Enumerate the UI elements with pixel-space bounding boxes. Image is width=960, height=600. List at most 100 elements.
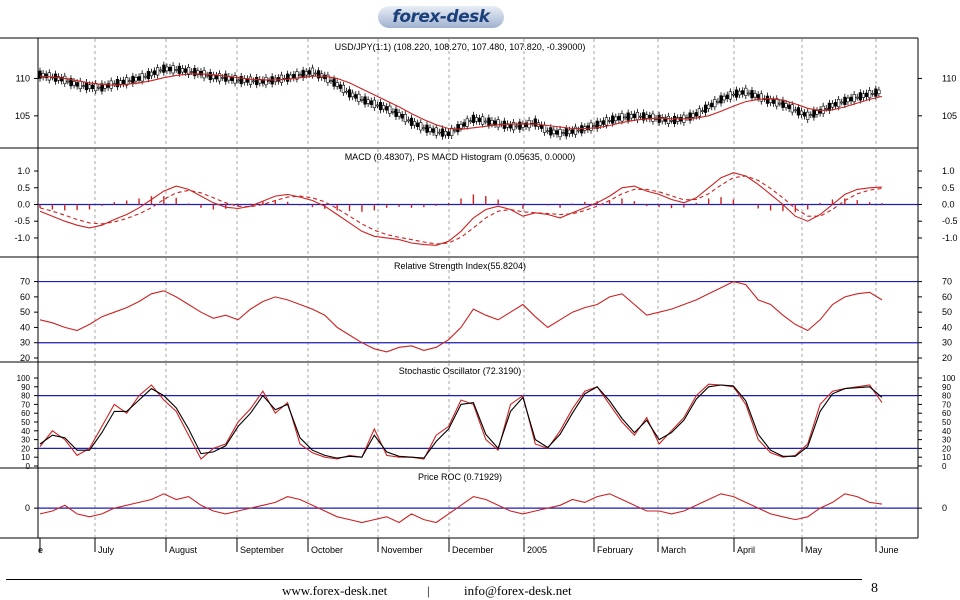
candle-body (434, 127, 438, 136)
y-tick-label: 1.0 (17, 166, 30, 176)
y-tick-label: 80 (21, 392, 30, 401)
candle-body (183, 68, 188, 73)
x-tick-label: October (311, 545, 343, 555)
candle-body (632, 113, 636, 118)
candle-body (162, 64, 166, 73)
y-tick-label: -1.0 (942, 233, 958, 243)
candle-body (375, 104, 380, 107)
candle-body (329, 80, 333, 82)
candle-body (137, 76, 141, 81)
candle-body (793, 109, 797, 112)
x-tick-label: 2005 (527, 545, 547, 555)
candle-body (722, 95, 726, 101)
y-tick-label: 70 (942, 400, 951, 409)
candle-body (397, 112, 401, 117)
candle-body (799, 110, 804, 116)
candle-body (484, 120, 488, 123)
candle-body (363, 96, 367, 105)
x-tick-label: September (240, 545, 284, 555)
candle-body (295, 71, 299, 80)
candle-body (211, 74, 215, 80)
x-tick-label: e (38, 545, 43, 555)
candle-body (347, 89, 352, 98)
candle-body (601, 120, 605, 125)
candle-body (78, 80, 82, 90)
candle-body (524, 122, 528, 127)
candle-body (877, 89, 881, 95)
candle-body (580, 125, 584, 134)
candle-body (165, 66, 169, 72)
candle-body (344, 90, 349, 93)
candle-body (412, 121, 417, 126)
y-tick-label: 40 (942, 427, 951, 436)
candle-body (125, 77, 129, 86)
candle-body (456, 124, 460, 133)
candle-body (310, 67, 315, 76)
candle-body (152, 70, 157, 75)
pane-1: 1.0 1.0 0.5 0.5 0.0 0.0 -0.5 -0.5 -1.0 -1.0 MACD (… (0, 149, 958, 258)
candle-body (710, 102, 714, 108)
candle-body (818, 109, 822, 114)
forex-desk-logo: forex-desk (378, 6, 504, 28)
candle-body (118, 80, 123, 85)
y-tick-label: -1.0 (14, 233, 30, 243)
candle-body (871, 93, 875, 95)
candle-body (778, 102, 782, 105)
footer-website[interactable]: www.forex-desk.net (282, 583, 388, 598)
candle-body (264, 77, 268, 86)
candle-body (564, 128, 568, 137)
candle-body (759, 93, 763, 102)
candle-body (496, 119, 500, 128)
candle-body (292, 74, 296, 79)
candle-body (614, 116, 618, 121)
candle-body (400, 114, 404, 119)
candle-body (635, 111, 640, 121)
candle-body (713, 99, 717, 108)
technical-analysis-chart: 110 110 105 105 USD/JPY(1:1) (108.220, 108.2… (0, 37, 958, 555)
x-tick-label: August (169, 545, 198, 555)
candle-body (623, 116, 627, 119)
candle-body (477, 117, 482, 123)
y-tick-label: 50 (942, 307, 952, 317)
candle-body (394, 108, 398, 117)
y-tick-label: 20 (942, 353, 952, 363)
candle-body (248, 76, 253, 85)
page-number: 8 (871, 581, 878, 596)
x-tick-label: February (597, 545, 634, 555)
candle-body (177, 65, 181, 74)
x-tick-label: March (661, 545, 686, 555)
candle-body (533, 118, 537, 127)
candle-body (168, 66, 172, 72)
candle-body (403, 114, 407, 123)
candle-body (66, 80, 70, 83)
y-tick-label: 40 (20, 322, 30, 332)
candle-body (301, 69, 305, 78)
candle-body (747, 92, 751, 95)
y-tick-label: 90 (21, 383, 30, 392)
footer-email[interactable]: info@forex-desk.net (464, 583, 572, 598)
y-tick-label: 50 (942, 418, 951, 427)
candle-body (861, 93, 866, 98)
y-tick-label: 10 (942, 453, 951, 462)
candle-body (642, 112, 646, 121)
y-tick-label: 20 (20, 353, 30, 363)
candle-body (660, 117, 664, 122)
y-tick-label: 50 (21, 418, 30, 427)
candle-body (846, 97, 850, 103)
candle-body (604, 117, 609, 126)
y-tick-label: 30 (21, 436, 30, 445)
pane-title: Stochastic Oscillator (72.3190) (399, 366, 522, 376)
candle-body (468, 120, 472, 122)
candle-body (94, 82, 98, 92)
candle-body (221, 77, 225, 79)
candle-body (586, 125, 590, 130)
candle-body (611, 115, 615, 124)
candle-body (341, 84, 345, 93)
candle-body (360, 99, 364, 101)
candle-body (471, 114, 475, 123)
candle-body (174, 69, 178, 71)
candle-body (406, 119, 410, 122)
candle-body (827, 102, 831, 111)
candle-body (688, 112, 692, 121)
candle-body (115, 79, 119, 88)
